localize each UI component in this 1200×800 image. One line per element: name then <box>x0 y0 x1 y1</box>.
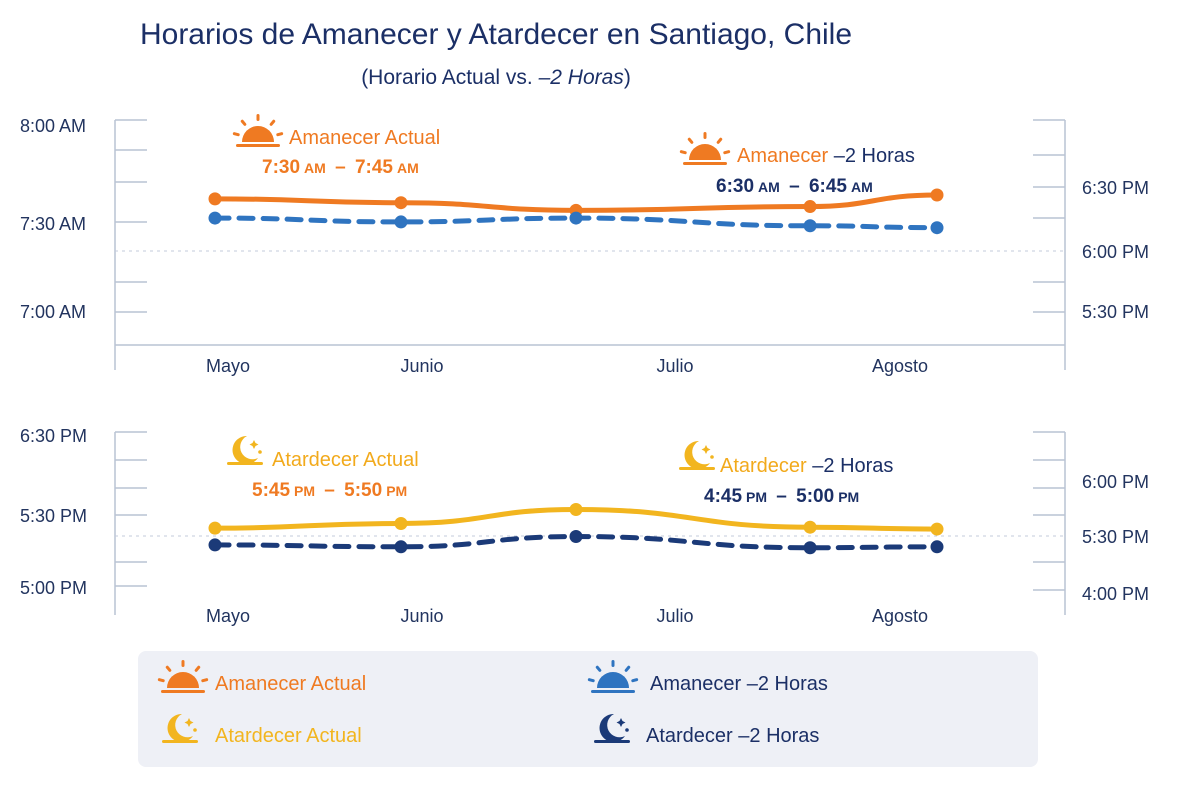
sun-icon <box>679 132 731 165</box>
subtitle-suffix: ) <box>624 66 631 89</box>
sunset-data-point <box>930 540 944 554</box>
sunset-data-point <box>930 522 944 536</box>
sunrise-minus2-annotation-range: 6:30 AM – 6:45 AM <box>716 176 873 197</box>
sunrise-data-point <box>394 215 408 229</box>
sun-icon <box>232 114 284 147</box>
sunset-right-tick-label: 4:00 PM <box>1082 584 1149 604</box>
sunset-minus2-annotation-range: 4:45 PM – 5:00 PM <box>704 486 859 507</box>
sunset-data-point <box>208 538 222 552</box>
chart-title: Horarios de Amanecer y Atardecer en Sant… <box>140 18 852 51</box>
sunset-right-tick-label: 5:30 PM <box>1082 527 1149 547</box>
sunrise-data-point <box>569 211 583 225</box>
sunrise-month-label: Junio <box>400 356 443 376</box>
sunrise-month-label: Mayo <box>206 356 250 376</box>
legend-item-label: Atardecer –2 Horas <box>646 725 819 747</box>
sunset-month-label: Junio <box>400 606 443 626</box>
sunrise-data-point <box>208 211 222 225</box>
sunset-data-point <box>394 540 408 554</box>
sunrise-month-label: Julio <box>656 356 693 376</box>
sunrise-actual-annotation-range: 7:30 AM – 7:45 AM <box>262 157 419 178</box>
legend-item-label: Amanecer –2 Horas <box>650 673 828 695</box>
sunset-data-point <box>569 502 583 516</box>
sunrise-data-point <box>803 200 817 214</box>
sunrise-data-point <box>930 188 944 202</box>
legend-background <box>138 651 1038 767</box>
sunset-data-point <box>208 521 222 535</box>
sunrise-data-point <box>930 221 944 235</box>
subtitle-prefix: (Horario Actual vs. <box>361 66 538 89</box>
sunset-left-tick-label: 6:30 PM <box>20 426 87 446</box>
sunrise-right-tick-label: 6:00 PM <box>1082 242 1149 262</box>
sunrise-actual-annotation-label: Amanecer Actual <box>289 127 440 149</box>
sunset-data-point <box>803 541 817 555</box>
sunset-minus2-annotation-label: Atardecer –2 Horas <box>720 455 893 477</box>
sunrise-right-tick-label: 5:30 PM <box>1082 302 1149 322</box>
sunrise-data-point <box>394 196 408 210</box>
sunset-data-point <box>803 520 817 534</box>
sunset-series-marks <box>208 502 944 555</box>
legend: Amanecer Actual Amanecer –2 Horas Atarde… <box>138 651 1038 767</box>
sunset-data-point <box>569 530 583 544</box>
sunrise-panel: 8:00 AM 7:30 AM 7:00 AM 6:30 PM 6:00 PM … <box>20 114 1149 376</box>
sunset-month-label: Julio <box>656 606 693 626</box>
sunset-left-tick-label: 5:30 PM <box>20 506 87 526</box>
sunset-panel: 6:30 PM 5:30 PM 5:00 PM 6:00 PM 5:30 PM … <box>20 426 1149 626</box>
sunrise-data-point <box>208 192 222 206</box>
sunset-month-label: Mayo <box>206 606 250 626</box>
sunset-month-label: Agosto <box>872 606 928 626</box>
sunset-right-tick-label: 6:00 PM <box>1082 472 1149 492</box>
sunset-actual-annotation-range: 5:45 PM – 5:50 PM <box>252 480 407 501</box>
sunrise-right-tick-label: 6:30 PM <box>1082 178 1149 198</box>
legend-item-label: Amanecer Actual <box>215 673 366 695</box>
sunrise-left-tick-label: 8:00 AM <box>20 116 86 136</box>
chart-subtitle: (Horario Actual vs. –2 Horas) <box>361 66 631 89</box>
moon-icon <box>679 440 715 470</box>
sunset-data-point <box>394 516 408 530</box>
sunrise-series-marks <box>208 188 944 235</box>
sunset-left-tick-label: 5:00 PM <box>20 578 87 598</box>
subtitle-emphasis: –2 Horas <box>538 66 625 89</box>
sunrise-month-label: Agosto <box>872 356 928 376</box>
sunrise-left-tick-label: 7:00 AM <box>20 302 86 322</box>
moon-icon <box>227 435 263 465</box>
sunrise-data-point <box>803 219 817 233</box>
sunrise-minus2-annotation-label: Amanecer –2 Horas <box>737 145 915 167</box>
legend-item-label: Atardecer Actual <box>215 725 362 747</box>
sunset-actual-annotation-label: Atardecer Actual <box>272 449 419 471</box>
sunrise-left-tick-label: 7:30 AM <box>20 214 86 234</box>
